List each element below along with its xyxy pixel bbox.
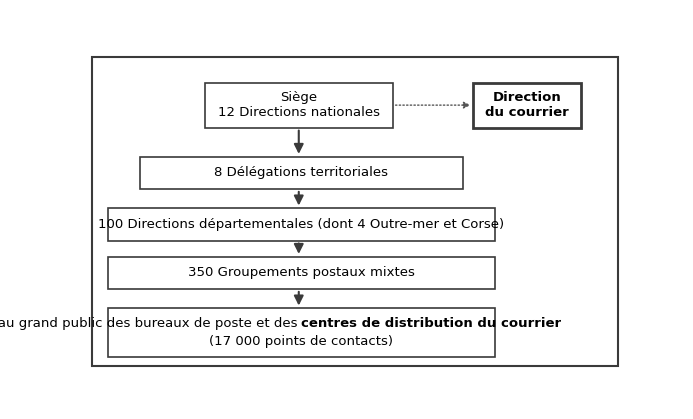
Text: Direction
du courrier: Direction du courrier	[485, 91, 569, 119]
Bar	[108, 208, 495, 241]
Bar	[205, 83, 393, 128]
Text: 350 Groupements postaux mixtes: 350 Groupements postaux mixtes	[188, 266, 415, 279]
Bar	[473, 83, 581, 128]
Bar	[108, 308, 495, 357]
Bar	[140, 157, 463, 189]
Text: (17 000 points de contacts): (17 000 points de contacts)	[209, 335, 394, 348]
Text: 100 Directions départementales (dont 4 Outre-mer et Corse): 100 Directions départementales (dont 4 O…	[98, 218, 505, 231]
Text: centres de distribution du courrier: centres de distribution du courrier	[301, 317, 561, 330]
Text: Réseau grand public des bureaux de poste et des: Réseau grand public des bureaux de poste…	[0, 317, 301, 330]
Text: Siège
12 Directions nationales: Siège 12 Directions nationales	[218, 91, 380, 119]
Text: 8 Délégations territoriales: 8 Délégations territoriales	[214, 166, 389, 179]
Bar	[108, 257, 495, 289]
